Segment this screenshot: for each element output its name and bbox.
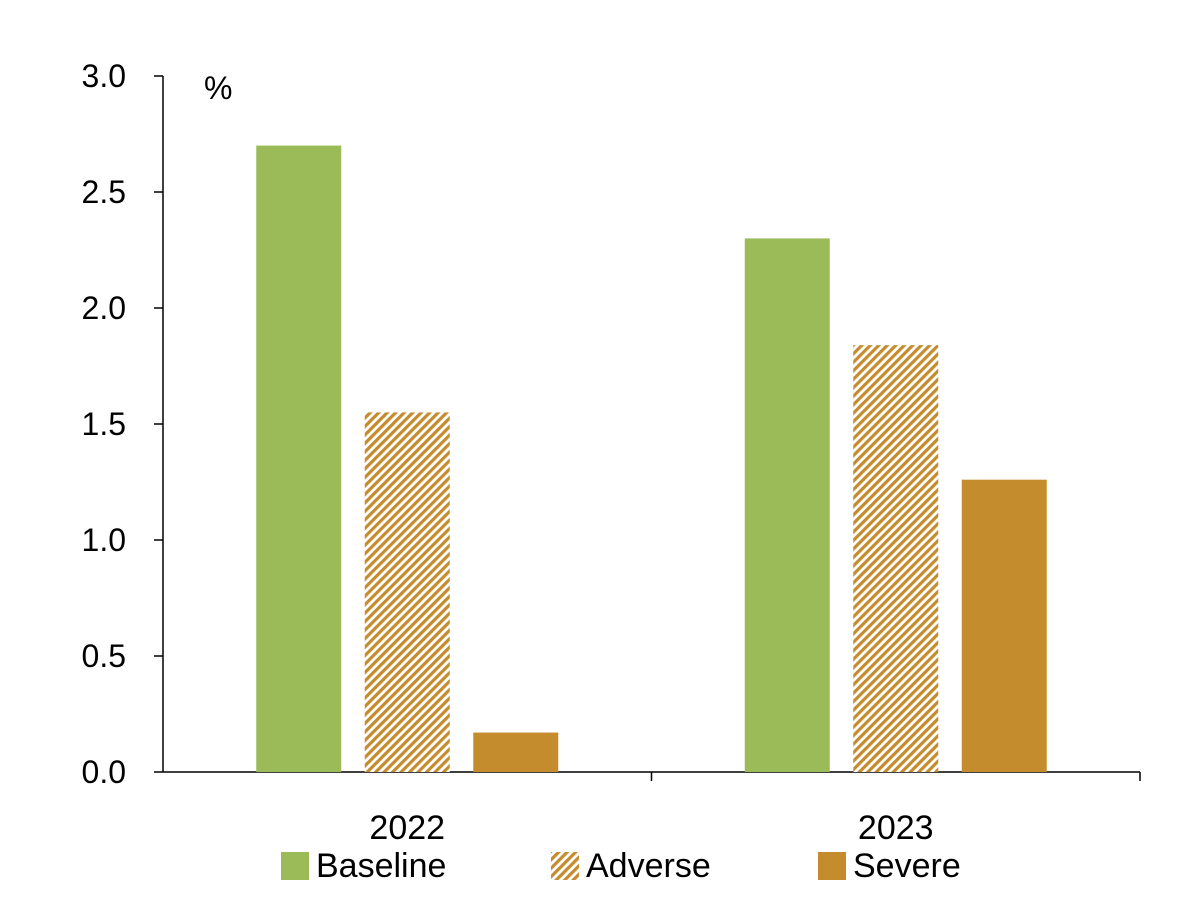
y-tick-label: 3.0 bbox=[82, 58, 126, 94]
legend: Baseline Adverse Severe bbox=[281, 847, 961, 885]
bar-severe-2022 bbox=[473, 732, 559, 772]
legend-swatch-baseline bbox=[281, 852, 309, 880]
y-tick-label: 0.0 bbox=[82, 754, 126, 790]
y-tick-label: 2.0 bbox=[82, 290, 126, 326]
y-tick-label: 0.5 bbox=[82, 638, 126, 674]
y-tick-label: 1.0 bbox=[82, 522, 126, 558]
y-unit-label: % bbox=[204, 70, 232, 106]
bar-adverse-2023 bbox=[853, 345, 939, 772]
y-tick-label: 1.5 bbox=[82, 406, 126, 442]
legend-label-severe: Severe bbox=[853, 847, 961, 885]
x-category-label: 2023 bbox=[858, 809, 934, 847]
y-tick-label: 2.5 bbox=[82, 174, 126, 210]
legend-swatch-adverse bbox=[551, 852, 579, 880]
legend-swatch-severe bbox=[818, 852, 846, 880]
plot-area: 0.0 0.5 1.0 1.5 2.0 2.5 3.0 2022 2023 bbox=[82, 58, 1141, 847]
bar-severe-2023 bbox=[961, 479, 1047, 772]
bar-baseline-2023 bbox=[744, 238, 830, 772]
legend-label-adverse: Adverse bbox=[586, 847, 711, 885]
bar-baseline-2022 bbox=[256, 145, 342, 773]
bar-adverse-2022 bbox=[364, 412, 450, 772]
legend-label-baseline: Baseline bbox=[316, 847, 446, 885]
x-category-label: 2022 bbox=[369, 809, 445, 847]
